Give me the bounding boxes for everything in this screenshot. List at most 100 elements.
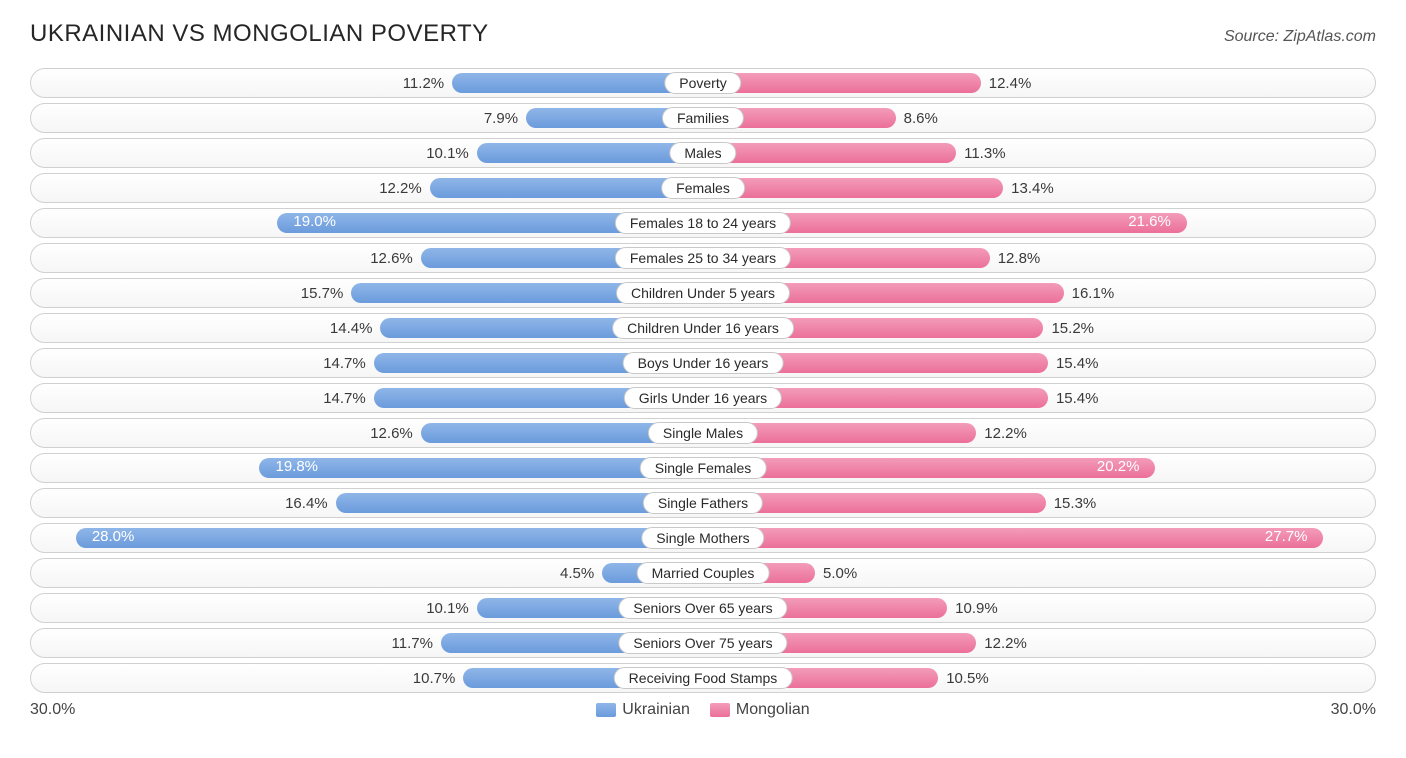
value-right: 15.4% [1048, 390, 1107, 407]
row-left-half: 19.8% [31, 454, 703, 482]
bar-right [703, 143, 956, 163]
row-left-half: 12.6% [31, 244, 703, 272]
value-right: 10.9% [947, 600, 1006, 617]
value-left: 19.0% [285, 213, 344, 230]
chart-row: Girls Under 16 years 14.7% 15.4% [30, 383, 1376, 413]
row-category-label: Girls Under 16 years [624, 387, 782, 409]
row-right-half: 15.4% [703, 384, 1375, 412]
chart-source: Source: ZipAtlas.com [1224, 28, 1376, 46]
row-category-label: Poverty [664, 72, 741, 94]
value-left: 10.1% [418, 145, 477, 162]
row-category-label: Families [662, 107, 744, 129]
value-right: 10.5% [938, 670, 997, 687]
row-category-label: Boys Under 16 years [623, 352, 784, 374]
chart-row: Males10.1%11.3% [30, 138, 1376, 168]
chart-footer: 30.0% Ukrainian Mongolian 30.0% [30, 701, 1376, 719]
row-right-half: 12.2% [703, 419, 1375, 447]
value-left: 11.7% [384, 635, 441, 652]
row-left-half: 10.7% [31, 664, 703, 692]
row-category-label: Single Females [640, 457, 767, 479]
value-left: 19.8% [267, 458, 326, 475]
row-right-half: 15.4% [703, 349, 1375, 377]
value-left: 10.1% [418, 600, 477, 617]
row-right-half: 12.8% [703, 244, 1375, 272]
chart-row: Single Fathers 16.4% 15.3% [30, 488, 1376, 518]
row-category-label: Single Males [648, 422, 758, 444]
value-right: 13.4% [1003, 180, 1062, 197]
value-right: 12.2% [976, 635, 1035, 652]
row-category-label: Single Fathers [643, 492, 763, 514]
value-left: 28.0% [84, 528, 143, 545]
chart-row: Boys Under 16 years14.7% 15.4% [30, 348, 1376, 378]
row-right-half: 12.2% [703, 629, 1375, 657]
value-right: 21.6% [1120, 213, 1179, 230]
row-category-label: Seniors Over 75 years [618, 632, 787, 654]
value-left: 14.4% [322, 320, 381, 337]
value-left: 4.5% [552, 565, 602, 582]
value-left: 12.6% [362, 250, 421, 267]
row-right-half: 8.6% [703, 104, 1375, 132]
value-right: 15.4% [1048, 355, 1107, 372]
chart-row: Single Females 19.8% 20.2% [30, 453, 1376, 483]
chart-row: Seniors Over 75 years 11.7% 12.2% [30, 628, 1376, 658]
row-left-half: 7.9% [31, 104, 703, 132]
value-left: 11.2% [395, 75, 452, 92]
row-left-half: 11.7% [31, 629, 703, 657]
row-left-half: 14.4% [31, 314, 703, 342]
axis-max-right: 30.0% [1296, 701, 1376, 719]
row-left-half: 10.1% [31, 139, 703, 167]
bar-right: 27.7% [703, 528, 1323, 548]
value-right: 16.1% [1064, 285, 1123, 302]
legend-swatch-left [596, 703, 616, 717]
legend-item-left: Ukrainian [596, 701, 690, 719]
row-right-half: 10.9% [703, 594, 1375, 622]
bar-left: 19.8% [259, 458, 703, 478]
diverging-bar-chart: Poverty11.2%12.4%Families7.9%8.6%Males10… [30, 68, 1376, 693]
bar-right [703, 178, 1003, 198]
row-category-label: Children Under 16 years [612, 317, 794, 339]
chart-row: Single Males 12.6% 12.2% [30, 418, 1376, 448]
legend-label-right: Mongolian [736, 701, 810, 719]
row-left-half: 16.4% [31, 489, 703, 517]
legend-label-left: Ukrainian [622, 701, 690, 719]
value-right: 12.2% [976, 425, 1035, 442]
row-left-half: 14.7% [31, 384, 703, 412]
chart-row: Females 18 to 24 years19.0%21.6% [30, 208, 1376, 238]
bar-left: 28.0% [76, 528, 703, 548]
value-right: 12.8% [990, 250, 1049, 267]
value-right: 5.0% [815, 565, 865, 582]
value-right: 15.2% [1043, 320, 1102, 337]
value-left: 15.7% [293, 285, 352, 302]
row-left-half: 12.6% [31, 419, 703, 447]
value-left: 12.2% [371, 180, 430, 197]
chart-legend: Ukrainian Mongolian [110, 701, 1296, 719]
row-category-label: Children Under 5 years [616, 282, 790, 304]
row-left-half: 4.5% [31, 559, 703, 587]
value-left: 12.6% [362, 425, 421, 442]
value-left: 14.7% [315, 390, 374, 407]
value-right: 15.3% [1046, 495, 1105, 512]
chart-row: Seniors Over 65 years10.1%10.9% [30, 593, 1376, 623]
legend-item-right: Mongolian [710, 701, 810, 719]
value-left: 16.4% [277, 495, 336, 512]
row-left-half: 12.2% [31, 174, 703, 202]
row-right-half: 13.4% [703, 174, 1375, 202]
row-category-label: Females [661, 177, 745, 199]
value-right: 11.3% [956, 145, 1013, 162]
row-left-half: 10.1% [31, 594, 703, 622]
row-right-half: 5.0% [703, 559, 1375, 587]
value-left: 7.9% [476, 110, 526, 127]
row-category-label: Receiving Food Stamps [614, 667, 793, 689]
row-left-half: 15.7% [31, 279, 703, 307]
row-right-half: 21.6% [703, 209, 1375, 237]
chart-title: UKRAINIAN VS MONGOLIAN POVERTY [30, 20, 489, 48]
value-right: 20.2% [1089, 458, 1148, 475]
chart-row: Married Couples4.5%5.0% [30, 558, 1376, 588]
bar-right: 20.2% [703, 458, 1155, 478]
row-category-label: Females 25 to 34 years [615, 247, 791, 269]
row-left-half: 14.7% [31, 349, 703, 377]
chart-row: Families 7.9% 8.6% [30, 103, 1376, 133]
chart-row: Females 12.2% 13.4% [30, 173, 1376, 203]
chart-row: Receiving Food Stamps10.7% 10.5% [30, 663, 1376, 693]
chart-row: Single Mothers28.0%27.7% [30, 523, 1376, 553]
